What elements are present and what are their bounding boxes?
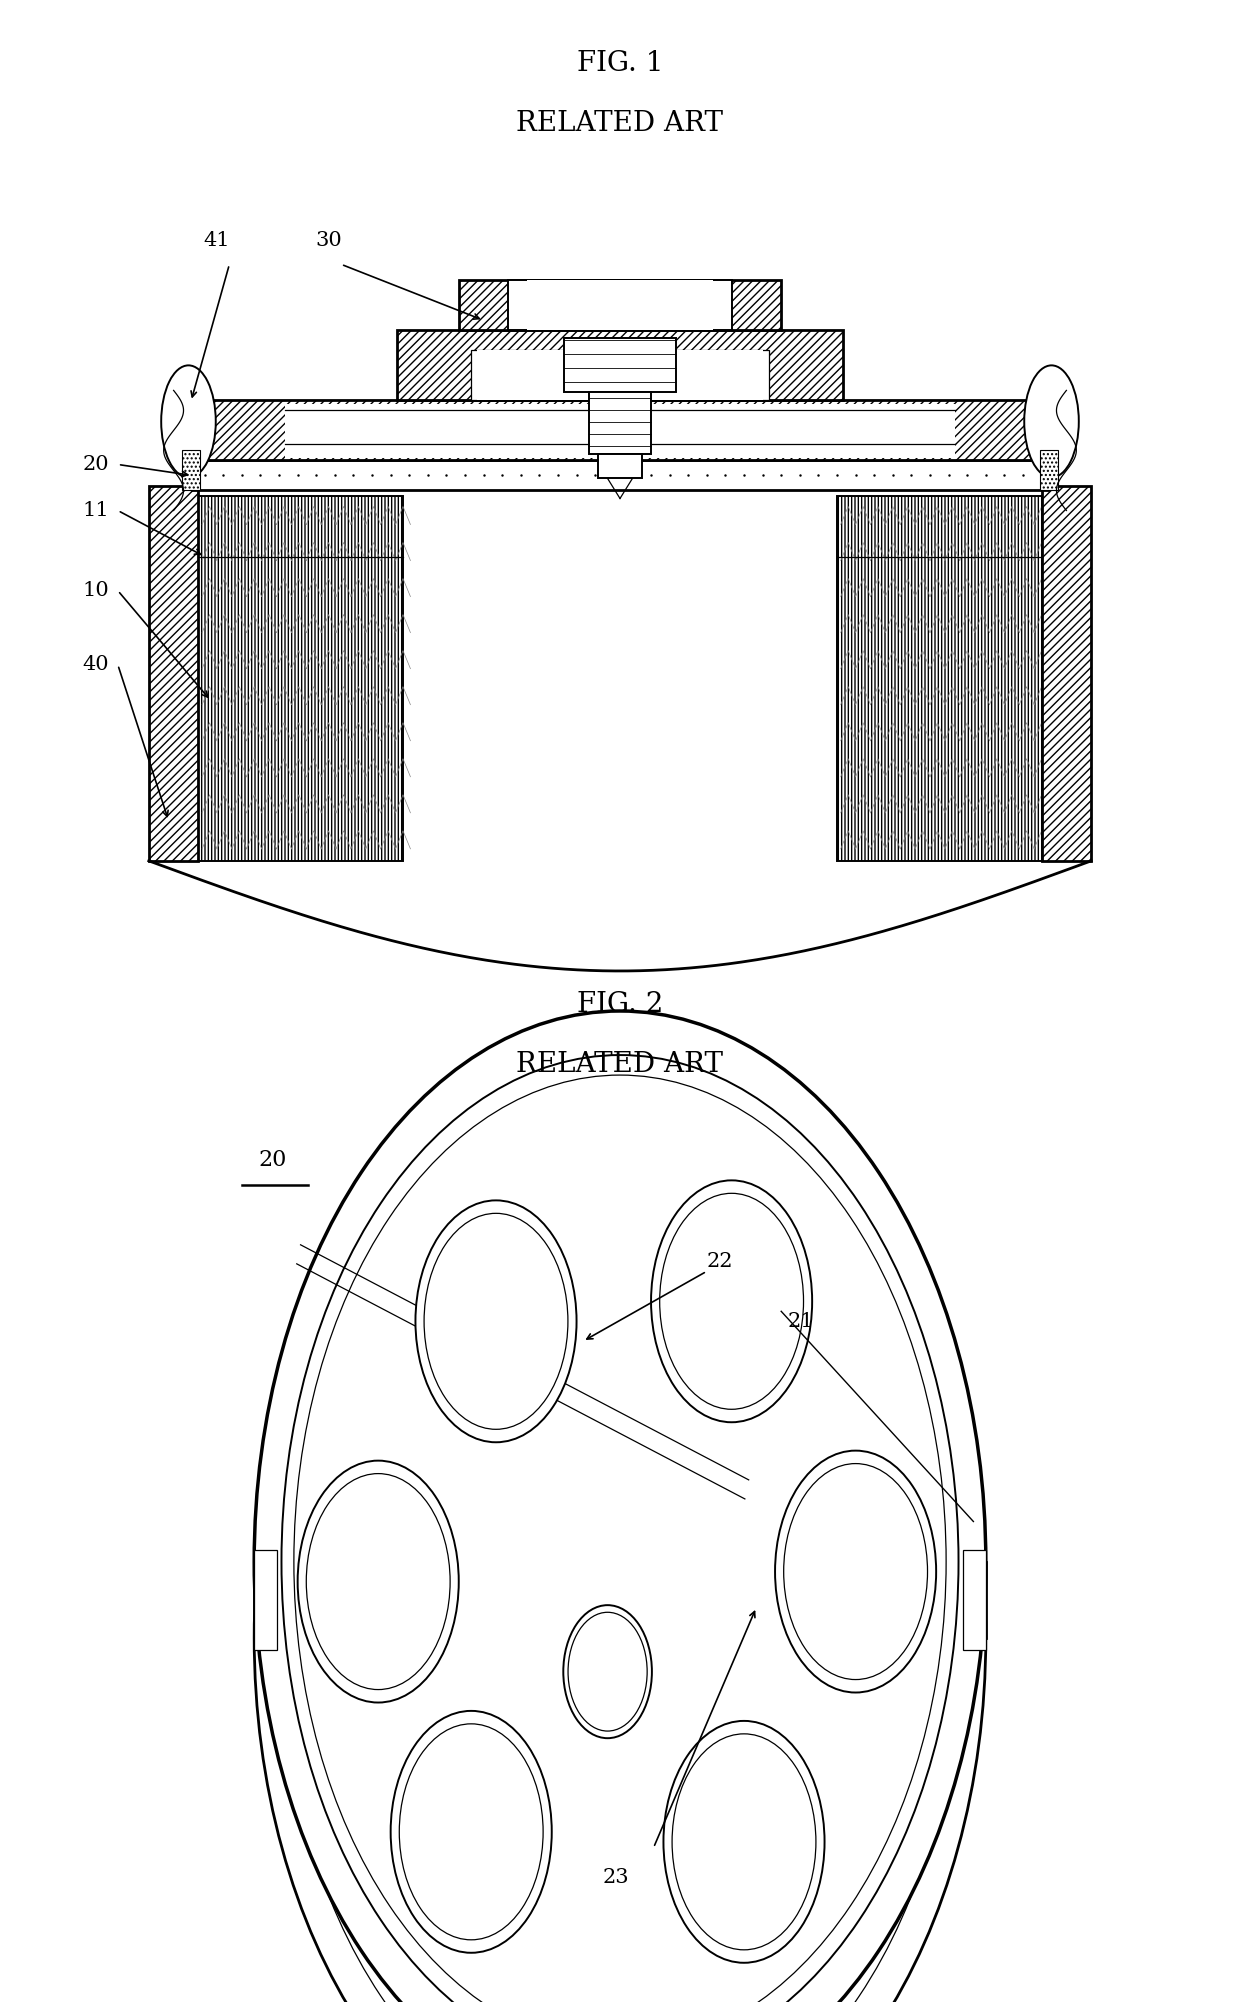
- Bar: [254, 1550, 277, 1650]
- Ellipse shape: [298, 1461, 459, 1702]
- Ellipse shape: [568, 1612, 647, 1732]
- Bar: [527, 280, 713, 330]
- Text: 20: 20: [83, 454, 109, 474]
- Ellipse shape: [663, 1722, 825, 1962]
- Ellipse shape: [660, 1193, 804, 1409]
- Bar: [174, 400, 1066, 460]
- Text: 40: 40: [83, 655, 109, 675]
- Ellipse shape: [161, 364, 216, 476]
- Text: 11: 11: [82, 500, 109, 521]
- Ellipse shape: [784, 1463, 928, 1680]
- Ellipse shape: [254, 1011, 986, 2002]
- Bar: [477, 350, 763, 400]
- Bar: [198, 496, 403, 861]
- Ellipse shape: [424, 1213, 568, 1429]
- Bar: [589, 392, 651, 454]
- Ellipse shape: [775, 1451, 936, 1692]
- Bar: [471, 350, 769, 400]
- Bar: [508, 280, 732, 330]
- Bar: [459, 280, 781, 330]
- Ellipse shape: [651, 1181, 812, 1421]
- Bar: [397, 330, 843, 400]
- Ellipse shape: [399, 1724, 543, 1940]
- Text: 30: 30: [315, 232, 342, 250]
- Text: 20: 20: [259, 1149, 286, 1171]
- Text: 23: 23: [603, 1868, 630, 1886]
- Text: 10: 10: [82, 581, 109, 601]
- Text: 21: 21: [787, 1311, 813, 1331]
- Text: FIG. 1: FIG. 1: [577, 50, 663, 76]
- Ellipse shape: [563, 1606, 652, 1738]
- Text: RELATED ART: RELATED ART: [517, 110, 723, 136]
- Bar: [963, 1550, 986, 1650]
- Ellipse shape: [294, 1075, 946, 2002]
- Ellipse shape: [281, 1055, 959, 2002]
- Bar: [285, 404, 955, 458]
- Bar: [1040, 450, 1058, 490]
- Text: FIG. 2: FIG. 2: [577, 991, 663, 1017]
- Ellipse shape: [306, 1473, 450, 1690]
- Text: 22: 22: [707, 1251, 733, 1271]
- Ellipse shape: [1024, 364, 1079, 476]
- Bar: [837, 496, 1042, 861]
- Bar: [182, 450, 200, 490]
- Ellipse shape: [391, 1712, 552, 1952]
- Ellipse shape: [672, 1734, 816, 1950]
- Ellipse shape: [254, 1087, 986, 2002]
- Text: RELATED ART: RELATED ART: [517, 1051, 723, 1077]
- Bar: [192, 460, 1048, 490]
- Ellipse shape: [415, 1201, 577, 1441]
- Bar: [598, 454, 642, 478]
- Text: 41: 41: [203, 232, 231, 250]
- Bar: [149, 486, 198, 861]
- Bar: [564, 338, 676, 392]
- Bar: [1042, 486, 1091, 861]
